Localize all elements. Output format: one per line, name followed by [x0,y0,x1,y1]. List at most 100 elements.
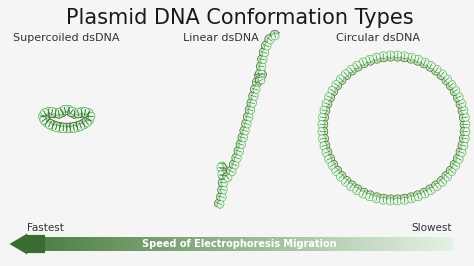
Ellipse shape [347,183,355,191]
Bar [78,237,80,251]
Ellipse shape [70,126,78,132]
Bar [415,237,417,251]
Ellipse shape [255,79,262,87]
Ellipse shape [271,33,279,40]
Bar [226,237,228,251]
Ellipse shape [400,55,408,62]
Bar [274,237,276,251]
Bar [125,237,127,251]
Ellipse shape [74,111,82,118]
Bar [169,237,171,251]
Ellipse shape [460,127,467,135]
Bar [38,237,40,251]
Ellipse shape [237,148,244,156]
Ellipse shape [254,86,260,94]
Bar [47,237,49,251]
Ellipse shape [432,181,439,188]
Ellipse shape [328,154,335,162]
Ellipse shape [387,195,394,202]
Ellipse shape [258,76,265,84]
Bar [88,237,90,251]
Ellipse shape [44,117,52,124]
Bar [293,237,295,251]
Bar [270,237,272,251]
Ellipse shape [380,55,388,62]
Ellipse shape [59,123,67,130]
Bar [164,237,166,251]
Bar [71,237,73,251]
Bar [197,237,199,251]
Bar [407,237,409,251]
Bar [223,237,225,251]
Ellipse shape [450,160,457,168]
Ellipse shape [325,100,332,108]
Bar [429,237,431,251]
Bar [107,237,109,251]
Ellipse shape [47,119,55,126]
Ellipse shape [322,99,329,107]
Ellipse shape [59,110,67,117]
Bar [247,237,249,251]
Ellipse shape [76,121,84,128]
Bar [313,237,315,251]
Bar [196,237,198,251]
Ellipse shape [259,48,266,56]
Ellipse shape [73,125,82,131]
Ellipse shape [453,154,461,162]
Bar [209,237,210,251]
Bar [386,237,388,251]
Ellipse shape [334,82,342,90]
Ellipse shape [55,109,63,115]
Ellipse shape [73,122,81,128]
Bar [399,237,401,251]
Bar [350,237,352,251]
Ellipse shape [264,42,271,50]
Bar [357,237,359,251]
Bar [119,237,121,251]
Bar [124,237,126,251]
Bar [214,237,216,251]
Bar [397,237,399,251]
Ellipse shape [88,112,95,120]
Bar [332,237,334,251]
Bar [246,237,247,251]
Bar [424,237,426,251]
Ellipse shape [55,126,64,132]
Bar [342,237,344,251]
Bar [400,237,402,251]
Bar [27,237,29,251]
Bar [410,237,411,251]
Ellipse shape [338,77,346,84]
Ellipse shape [439,179,447,186]
Bar [299,237,301,251]
Bar [363,237,365,251]
Bar [393,237,395,251]
Ellipse shape [73,122,81,128]
Ellipse shape [256,62,263,70]
Ellipse shape [55,111,63,118]
Bar [349,237,351,251]
Bar [193,237,195,251]
Ellipse shape [39,112,45,120]
Ellipse shape [48,108,56,114]
Ellipse shape [319,113,326,121]
Ellipse shape [257,55,264,63]
Ellipse shape [229,168,236,176]
Bar [68,237,70,251]
Ellipse shape [257,70,264,78]
Bar [330,237,332,251]
Ellipse shape [77,124,85,130]
Bar [412,237,414,251]
Ellipse shape [349,68,356,75]
Bar [115,237,117,251]
Bar [186,237,188,251]
Ellipse shape [79,119,87,126]
Bar [67,237,69,251]
Ellipse shape [42,120,50,127]
Bar [302,237,304,251]
Bar [231,237,233,251]
Bar [98,237,100,251]
Ellipse shape [330,88,338,96]
Bar [362,237,364,251]
Bar [227,237,229,251]
